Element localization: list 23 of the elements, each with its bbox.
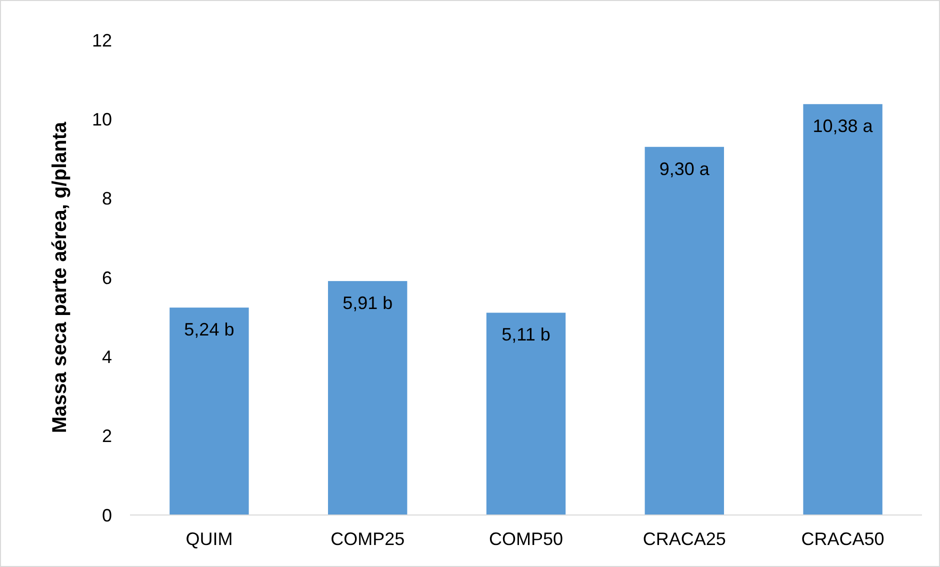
y-tick-label: 2 (102, 426, 112, 446)
bar (328, 281, 408, 515)
y-tick-label: 10 (92, 109, 112, 130)
data-label: 5,24 b (184, 320, 234, 340)
x-tick-label: COMP25 (330, 529, 405, 549)
data-label: 10,38 a (812, 116, 874, 136)
y-tick-label: 12 (92, 30, 112, 50)
bar (486, 312, 566, 515)
data-label: 9,30 a (659, 158, 710, 179)
x-tick-label: COMP50 (488, 529, 564, 549)
bar (803, 104, 882, 515)
bar (170, 308, 249, 515)
y-axis-title: Massa seca parte aérea, g/planta (49, 120, 71, 434)
data-label: 5,11 b (502, 324, 550, 345)
y-tick-label: 8 (102, 188, 112, 209)
bar (644, 146, 724, 515)
y-tick-label: 6 (102, 268, 112, 288)
data-label: 5,91 b (342, 293, 393, 314)
y-tick-label: 4 (102, 346, 112, 367)
x-tick-label: QUIM (186, 529, 233, 549)
y-tick-label: 0 (102, 505, 112, 526)
x-tick-label: CRACA25 (642, 529, 726, 549)
x-tick-label: CRACA50 (801, 529, 884, 549)
